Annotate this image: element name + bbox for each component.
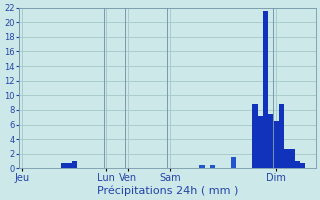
- Bar: [72, 161, 77, 168]
- Bar: [210, 165, 215, 168]
- Bar: [279, 104, 284, 168]
- Bar: [258, 116, 263, 168]
- Bar: [268, 114, 273, 168]
- Bar: [67, 163, 72, 168]
- Bar: [284, 149, 289, 168]
- Bar: [273, 121, 279, 168]
- X-axis label: Précipitations 24h ( mm ): Précipitations 24h ( mm ): [97, 185, 238, 196]
- Bar: [295, 161, 300, 168]
- Bar: [252, 104, 258, 168]
- Bar: [289, 149, 295, 168]
- Bar: [300, 163, 305, 168]
- Bar: [231, 157, 236, 168]
- Bar: [263, 11, 268, 168]
- Bar: [199, 165, 204, 168]
- Bar: [61, 163, 67, 168]
